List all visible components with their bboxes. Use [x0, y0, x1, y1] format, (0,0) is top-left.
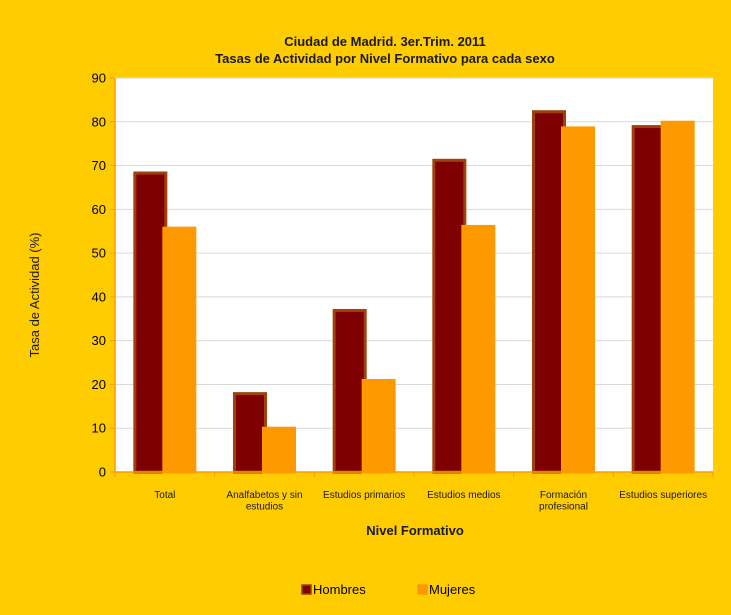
bar-mujeres-3	[461, 224, 496, 474]
bar-hombres-3	[432, 158, 467, 474]
x-tick-label: Estudios primarios	[323, 490, 405, 501]
y-tick-label: 50	[92, 246, 106, 261]
y-tick-label: 70	[92, 158, 106, 173]
x-axis-title: Nivel Formativo	[366, 523, 464, 538]
x-tick-label: Estudios medios	[427, 490, 500, 501]
plot-area: 0 10 20 30 40 50 60 70 80 90 Total Analfabetos y si…	[92, 71, 714, 513]
y-tick-label: 40	[92, 289, 106, 304]
x-tick-label: Total	[154, 490, 175, 501]
x-tick-label: Formación profesional	[539, 490, 588, 513]
bar-hombres-1	[233, 392, 267, 474]
x-tick-label: Estudios superiores	[619, 490, 707, 501]
bar-hombres-4	[532, 110, 566, 474]
x-tick-label: Analfabetos y sin estudios	[226, 490, 302, 513]
legend-swatch-mujeres	[417, 584, 428, 595]
y-tick-label: 10	[92, 421, 106, 436]
plot-background	[115, 78, 713, 472]
bar-mujeres-2	[361, 379, 396, 474]
chart-title: Ciudad de Madrid. 3er.Trim. 2011	[284, 34, 486, 49]
bar-hombres-5	[631, 125, 666, 474]
y-tick-label: 20	[92, 377, 106, 392]
y-tick-label: 0	[99, 465, 106, 480]
legend-label-hombres: Hombres	[313, 582, 366, 597]
y-tick-label: 60	[92, 202, 106, 217]
chart-subtitle: Tasas de Actividad por Nivel Formativo p…	[215, 51, 555, 66]
y-tick-label: 80	[92, 114, 106, 129]
legend-label-mujeres: Mujeres	[429, 582, 476, 597]
bar-mujeres-5	[660, 120, 695, 474]
bar-mujeres-0	[162, 226, 197, 474]
y-tick-label: 30	[92, 333, 106, 348]
legend-swatch-hombres	[301, 584, 312, 595]
bar-mujeres-1	[262, 426, 296, 474]
y-axis-title: Tasa de Actividad (%)	[27, 232, 42, 357]
legend: Hombres Mujeres	[301, 582, 476, 597]
bar-hombres-0	[133, 171, 168, 474]
bar-hombres-2	[332, 308, 367, 474]
y-tick-label: 90	[92, 71, 106, 86]
bar-mujeres-4	[561, 126, 595, 474]
